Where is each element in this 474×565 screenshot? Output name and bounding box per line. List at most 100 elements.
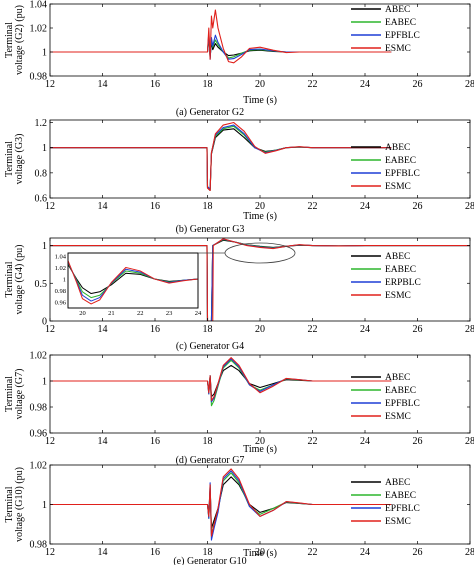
inset-x-tick-label: 22: [137, 310, 144, 317]
series-line-abec-5: [50, 476, 392, 529]
y-tick-label: 1.02: [30, 461, 48, 472]
x-tick-label: 26: [413, 79, 423, 90]
x-tick-label: 24: [360, 79, 370, 90]
inset-frame: [67, 252, 199, 309]
series-group: [50, 357, 392, 407]
x-tick-label: 22: [308, 324, 318, 335]
y-tick-label: 1.2: [35, 118, 48, 129]
x-tick-label: 16: [150, 547, 160, 558]
series-group: [50, 9, 392, 64]
panel-caption: (b) Generator G3: [176, 224, 245, 235]
y-axis-label: voltage (G3): [14, 134, 25, 185]
x-tick-label: 22: [308, 547, 318, 558]
series-line-esmc-inset: [68, 260, 198, 305]
x-tick-label: 12: [45, 324, 55, 335]
x-tick-label: 14: [98, 79, 108, 90]
x-tick-label: 12: [45, 201, 55, 212]
x-tick-label: 24: [360, 324, 370, 335]
inset-x-tick-label: 21: [108, 310, 115, 317]
series-line-esmc-1: [50, 9, 392, 64]
legend-label-epfblc: EPFBLC: [385, 399, 420, 409]
series-group: [50, 468, 392, 541]
x-tick-label: 16: [150, 201, 160, 212]
y-tick-label: 0.98: [30, 540, 48, 551]
legend-label-abec: ABEC: [385, 5, 410, 15]
y-tick-label: 1.02: [30, 24, 48, 35]
inset-series-group: [68, 260, 198, 305]
y-axis-label: voltage (G7): [14, 369, 25, 420]
x-tick-label: 22: [308, 201, 318, 212]
y-tick-label: 0.98: [30, 403, 48, 414]
legend-label-esmc: ESMC: [385, 44, 411, 54]
legend-label-eabec: EABEC: [385, 386, 416, 396]
series-line-erpblc-inset: [68, 261, 198, 302]
x-tick-label: 12: [45, 79, 55, 90]
x-tick-label: 24: [360, 436, 370, 447]
x-tick-label: 20: [255, 324, 265, 335]
series-line-epfblc-5: [50, 470, 392, 541]
y-tick-label: 1.04: [30, 0, 48, 11]
y-tick-label: 1: [42, 377, 47, 388]
x-tick-label: 12: [45, 547, 55, 558]
series-line-esmc-4: [50, 357, 392, 402]
series-line-eabec-2: [50, 125, 392, 190]
legend-label-eabec: EABEC: [385, 491, 416, 501]
x-tick-label: 24: [360, 201, 370, 212]
inset-y-tick-label: 0.98: [55, 288, 66, 295]
legend-label-abec: ABEC: [385, 478, 410, 488]
x-axis-label: Time (s): [243, 211, 277, 222]
inset-x-tick-label: 20: [79, 310, 86, 317]
series-line-abec-2: [50, 128, 392, 191]
y-axis-label: voltage (G4) (pu): [14, 245, 25, 315]
y-tick-label: 1: [42, 143, 47, 154]
legend-label-epfblc: EPFBLC: [385, 169, 420, 179]
series-group: [50, 238, 470, 321]
legend-label-eabec: EABEC: [385, 18, 416, 28]
x-tick-label: 26: [413, 201, 423, 212]
x-tick-label: 16: [150, 436, 160, 447]
legend-label-erpblc: ERPBLC: [385, 278, 421, 288]
y-axis-label: Terminal: [4, 261, 15, 297]
x-tick-label: 28: [465, 547, 474, 558]
x-tick-label: 28: [465, 201, 474, 212]
series-line-esmc-2: [50, 121, 392, 191]
y-tick-label: 0.98: [30, 72, 48, 83]
legend-label-epfblc: EPFBLC: [385, 504, 420, 514]
x-tick-label: 16: [150, 79, 160, 90]
chart-panel-1: 12 14 16 18 20 22 24 26 28 0.98 1 1.02 1.04 Terminal v…: [4, 0, 474, 118]
panel-caption: (a) Generator G2: [176, 107, 244, 118]
chart-panel-2: 12 14 16 18 20 22 24 26 28 0.6 0.8 1 1.2 Terminal volt…: [4, 118, 474, 235]
series-line-epfblc-4: [50, 358, 392, 403]
inset-zoom: 20 21 22 23 24 0.96 0.98 1 1.02 1.04: [55, 242, 296, 317]
y-tick-label: 0.8: [35, 168, 48, 179]
x-tick-label: 14: [98, 201, 108, 212]
chart-panel-4: 12 14 16 18 20 22 24 26 28 0.96 0.98 1 1.02 Terminal v…: [4, 351, 474, 467]
panel-caption: (c) Generator G4: [176, 341, 244, 352]
legend-label-abec: ABEC: [385, 373, 410, 383]
x-tick-label: 22: [308, 79, 318, 90]
chart-panel-5: 12 14 16 18 20 22 24 26 28 0.98 1 1.02 Terminal volta…: [4, 461, 474, 565]
y-tick-label: 1: [42, 48, 47, 59]
y-tick-label: 1: [42, 500, 47, 511]
inset-x-tick-label: 24: [195, 310, 202, 317]
x-tick-label: 28: [465, 324, 474, 335]
x-tick-label: 20: [255, 436, 265, 447]
x-tick-label: 22: [308, 436, 318, 447]
y-axis-label: Terminal: [4, 22, 15, 58]
x-tick-label: 20: [255, 547, 265, 558]
legend-label-esmc: ESMC: [385, 412, 411, 422]
chart-panel-3: 12 14 16 18 20 22 24 26 28 0 0.5 1 Terminal voltage (…: [4, 237, 474, 352]
legend-label-esmc: ESMC: [385, 291, 411, 301]
series-line-esmc-3: [50, 238, 470, 321]
x-tick-label: 26: [413, 547, 423, 558]
x-tick-label: 14: [98, 547, 108, 558]
x-tick-label: 26: [413, 436, 423, 447]
series-line-esmc-5: [50, 468, 392, 537]
series-line-epfblc-2: [50, 124, 392, 190]
x-tick-label: 18: [203, 547, 213, 558]
y-axis-label: voltage (G10) (pu): [14, 467, 25, 542]
legend-label-eabec: EABEC: [385, 156, 416, 166]
y-axis-label: Terminal: [4, 376, 15, 412]
x-tick-label: 20: [255, 201, 265, 212]
